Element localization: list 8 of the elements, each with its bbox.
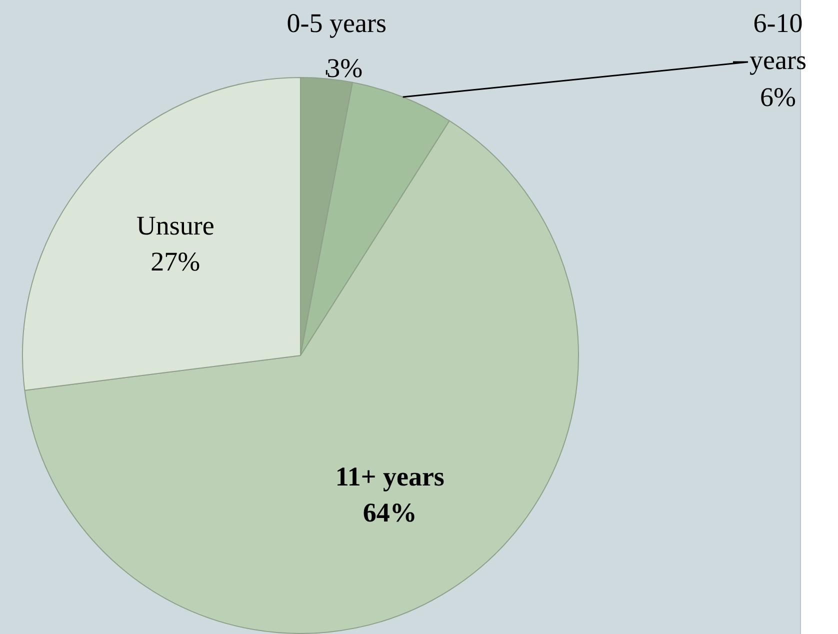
data-label: 6% [760, 82, 796, 112]
slice-label: 11+ years [335, 461, 444, 492]
data-label: 64% [362, 497, 417, 528]
slice-label: 0-5 years [286, 8, 387, 38]
slice-label: Unsure [136, 210, 214, 240]
slice-label: 6-10 years [750, 8, 806, 76]
data-label: 27% [150, 246, 200, 276]
data-label: 3% [326, 53, 363, 84]
